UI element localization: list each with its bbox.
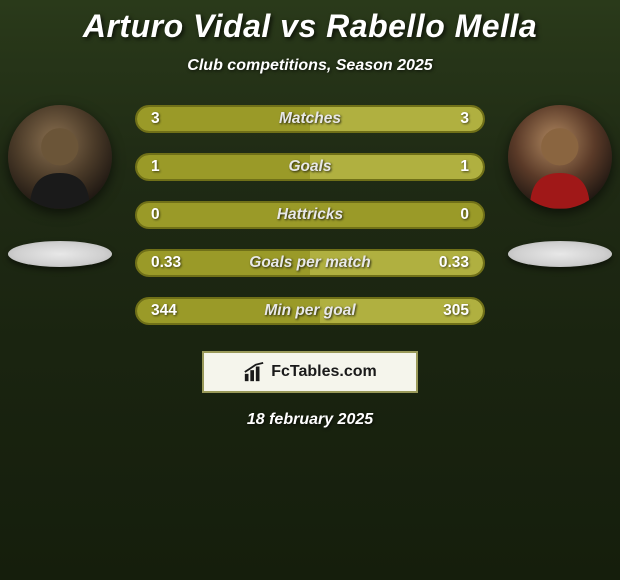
date-label: 18 february 2025: [0, 411, 620, 429]
main-row: 3 Matches 3 1 Goals 1 0 Hattricks 0 0.33 Goals per…: [0, 105, 620, 325]
person-icon: [513, 115, 607, 209]
stat-fill-left: [137, 155, 310, 179]
stat-label: Min per goal: [264, 302, 355, 320]
stat-label: Hattricks: [277, 206, 343, 224]
stat-value-left: 0.33: [151, 254, 181, 272]
brand-badge: FcTables.com: [202, 351, 418, 393]
stat-row: 344 Min per goal 305: [135, 297, 485, 325]
stat-label: Matches: [279, 110, 341, 128]
stat-value-right: 0: [460, 206, 469, 224]
stat-row: 0.33 Goals per match 0.33: [135, 249, 485, 277]
stat-row: 0 Hattricks 0: [135, 201, 485, 229]
stat-fill-right: [310, 155, 483, 179]
avatar-right: [508, 105, 612, 209]
subtitle: Club competitions, Season 2025: [0, 57, 620, 75]
stat-value-right: 3: [460, 110, 469, 128]
stat-value-right: 1: [460, 158, 469, 176]
chart-icon: [243, 361, 265, 383]
shadow-right: [508, 241, 612, 267]
stat-label: Goals per match: [249, 254, 370, 272]
stat-row: 1 Goals 1: [135, 153, 485, 181]
stats-list: 3 Matches 3 1 Goals 1 0 Hattricks 0 0.33 Goals per…: [135, 105, 485, 325]
stat-value-left: 3: [151, 110, 160, 128]
stat-value-left: 1: [151, 158, 160, 176]
avatar-left: [8, 105, 112, 209]
stat-label: Goals: [288, 158, 331, 176]
stat-value-left: 344: [151, 302, 177, 320]
stat-value-left: 0: [151, 206, 160, 224]
person-icon: [13, 115, 107, 209]
comparison-card: Arturo Vidal vs Rabello Mella Club compe…: [0, 0, 620, 580]
shadow-left: [8, 241, 112, 267]
brand-label: FcTables.com: [271, 363, 377, 381]
stat-row: 3 Matches 3: [135, 105, 485, 133]
content: Arturo Vidal vs Rabello Mella Club compe…: [0, 0, 620, 429]
stat-value-right: 305: [443, 302, 469, 320]
player-right: [500, 105, 620, 267]
player-left: [0, 105, 120, 267]
page-title: Arturo Vidal vs Rabello Mella: [0, 8, 620, 45]
stat-value-right: 0.33: [439, 254, 469, 272]
